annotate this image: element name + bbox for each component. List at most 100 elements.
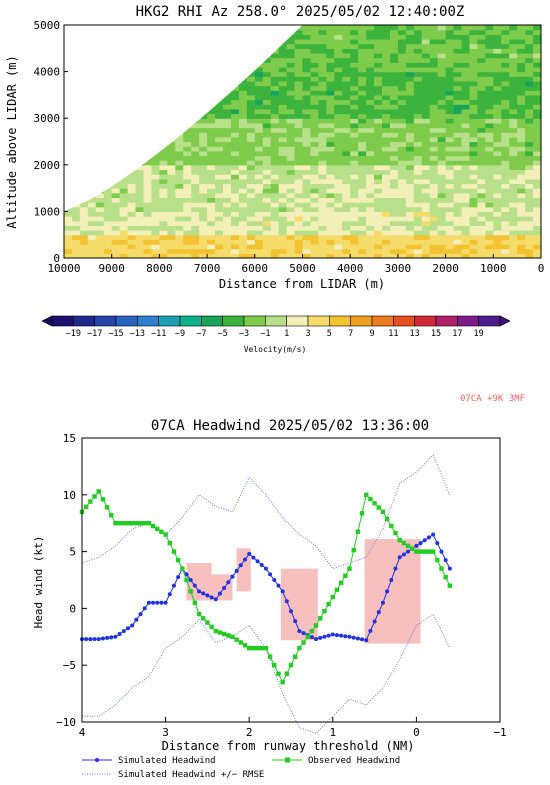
colorbar-swatch: [457, 315, 479, 327]
observed-point: [155, 526, 160, 532]
observed-point: [384, 516, 390, 522]
simulated-point: [146, 600, 151, 605]
observed-point: [426, 549, 432, 554]
colorbar-tick-label: −7: [196, 329, 206, 339]
observed-point: [150, 523, 156, 529]
simulated-point: [447, 566, 452, 571]
headwind-x-tick-label: 3: [162, 726, 169, 739]
colorbar-swatch: [393, 315, 415, 327]
colorbar-tick-label: −5: [218, 329, 228, 339]
observed-point: [401, 540, 407, 546]
observed-point: [338, 580, 344, 586]
observed-point: [322, 609, 327, 614]
observed-point: [230, 634, 235, 639]
observed-point: [213, 628, 218, 634]
observed-point: [113, 521, 118, 526]
rhi-x-tick-label: 1000: [480, 262, 507, 275]
simulated-point: [100, 636, 105, 641]
rhi-y-tick-label: 5000: [34, 19, 61, 32]
observed-point: [138, 521, 143, 526]
observed-point: [410, 546, 415, 551]
colorbar-tick-label: 5: [327, 329, 332, 339]
observed-point: [163, 532, 168, 537]
simulated-point: [397, 555, 402, 560]
highlight-box: [280, 568, 318, 641]
simulated-point: [389, 578, 394, 582]
observed-point: [259, 645, 264, 651]
headwind-y-label: Head wind (kt): [32, 536, 45, 629]
observed-point: [205, 620, 210, 625]
velocity-colorbar: −19 −17 −15 −13 −11 −9 −7 −5 −3 −1 1 3 5 7 9 11 13 15 17 19: [41, 315, 511, 339]
observed-point: [242, 643, 248, 648]
legend-rmse: Simulated Headwind +/− RMSE: [118, 770, 264, 780]
simulated-point: [117, 631, 122, 636]
observed-point: [184, 577, 189, 583]
colorbar-swatch: [201, 315, 223, 327]
simulated-point: [401, 552, 406, 557]
simulated-point: [151, 600, 156, 605]
observed-point: [175, 557, 181, 563]
colorbar-tick-label: 9: [369, 329, 374, 339]
simulated-point: [318, 635, 323, 640]
observed-point: [255, 645, 260, 651]
observed-point: [267, 654, 273, 659]
colorbar-label: Velocity(m/s): [244, 345, 307, 354]
observed-point: [142, 521, 147, 526]
simulated-point: [167, 592, 172, 597]
headwind-y-tick-label: 10: [63, 489, 76, 502]
observed-point: [351, 547, 356, 553]
rhi-y-tick-label: 2000: [34, 159, 61, 172]
legend-observed: Observed Headwind: [308, 756, 400, 766]
simulated-point: [380, 600, 385, 605]
simulated-point: [155, 600, 160, 605]
observed-point: [96, 489, 101, 494]
simulated-point: [163, 600, 168, 605]
simulated-point: [343, 634, 348, 639]
observed-point: [125, 521, 131, 526]
colorbar-tick-label: −11: [151, 329, 166, 339]
observed-point: [100, 497, 106, 502]
simulated-point: [431, 532, 436, 537]
simulated-point: [96, 637, 101, 642]
colorbar-swatch: [94, 315, 117, 327]
simulated-point: [125, 626, 130, 631]
observed-point: [88, 499, 93, 504]
colorbar-tick-label: 13: [410, 329, 420, 339]
headwind-x-tick-label: 1: [329, 726, 336, 739]
simulated-point: [330, 632, 335, 637]
observed-point: [196, 611, 202, 617]
simulated-point: [188, 578, 193, 582]
simulated-point: [192, 583, 197, 588]
observed-point: [238, 640, 244, 645]
simulated-point: [385, 589, 390, 594]
colorbar-tick-label: −17: [87, 329, 102, 339]
simulated-point: [205, 593, 210, 598]
simulated-point: [435, 541, 440, 546]
simulated-point: [272, 578, 277, 582]
headwind-y-tick-label: 0: [69, 602, 76, 615]
headwind-x-tick-label: 0: [413, 726, 420, 739]
simulated-point: [213, 597, 218, 602]
simulated-point: [360, 637, 365, 642]
simulated-point: [414, 543, 419, 548]
observed-point: [372, 501, 377, 506]
simulated-point: [297, 629, 302, 634]
observed-point: [117, 521, 122, 526]
observed-point: [343, 573, 348, 578]
simulated-point: [351, 635, 356, 640]
observed-point: [201, 616, 206, 621]
observed-point: [439, 566, 444, 571]
observed-point: [272, 663, 277, 668]
observed-point: [376, 505, 381, 510]
simulated-point: [393, 566, 398, 571]
observed-point: [435, 557, 440, 563]
observed-point: [326, 601, 331, 607]
rhi-y-tick-label: 3000: [34, 112, 61, 125]
observed-point: [146, 521, 152, 526]
rhi-heatmap: [64, 25, 541, 258]
observed-point: [104, 505, 110, 510]
simulated-point: [280, 589, 285, 594]
colorbar-swatch: [137, 315, 159, 327]
colorbar-low-arrow: [41, 315, 53, 327]
